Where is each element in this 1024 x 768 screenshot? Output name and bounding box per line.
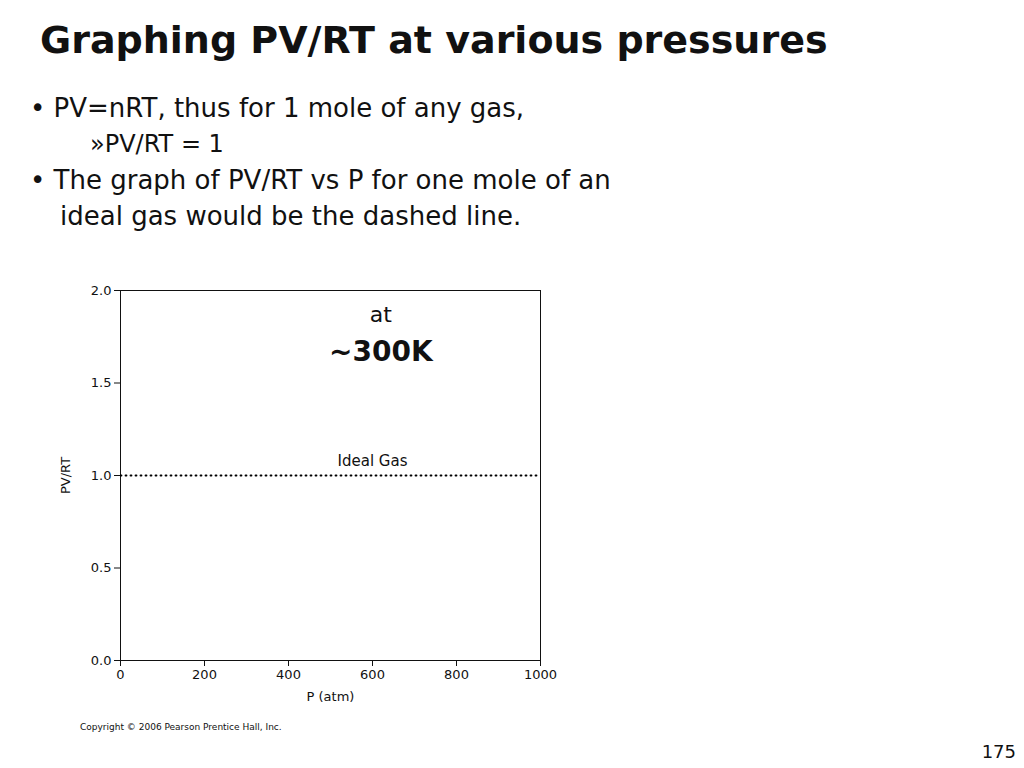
svg-text:0: 0: [116, 667, 124, 682]
html-text:• PV=nRT, thus for 1 mole of a: • PV=nRT, thus for 1 mole of any gas,: [30, 93, 525, 123]
html-text:ideal gas would be the dashed: ideal gas would be the dashed line.: [60, 201, 522, 231]
svg-text:600: 600: [360, 667, 385, 682]
svg-text:Ideal Gas: Ideal Gas: [338, 452, 408, 470]
svg-text:1000: 1000: [524, 667, 557, 682]
svg-text:800: 800: [444, 667, 469, 682]
svg-text:~300K: ~300K: [329, 335, 434, 368]
svg-text:1.5: 1.5: [91, 375, 112, 390]
html-text:175: 175: [981, 741, 1016, 762]
html-text:Copyright © 2006 Pearson Prent: Copyright © 2006 Pearson Prentice Hall, …: [80, 722, 282, 732]
svg-text:0.5: 0.5: [91, 560, 112, 575]
html-text:Graphing PV/RT at various pres: Graphing PV/RT at various pressures: [40, 18, 828, 62]
svg-text:0.0: 0.0: [91, 653, 112, 668]
html-text:• The graph of PV/RT vs P for: • The graph of PV/RT vs P for one mole o…: [30, 165, 611, 195]
svg-text:2.0: 2.0: [91, 283, 112, 298]
svg-text:P (atm): P (atm): [307, 689, 355, 704]
svg-text:400: 400: [276, 667, 301, 682]
svg-text:1.0: 1.0: [91, 468, 112, 483]
svg-text:at: at: [370, 302, 392, 327]
svg-text:PV/RT: PV/RT: [58, 457, 73, 494]
svg-text:200: 200: [192, 667, 217, 682]
html-text:»PV/RT = 1: »PV/RT = 1: [90, 130, 224, 158]
